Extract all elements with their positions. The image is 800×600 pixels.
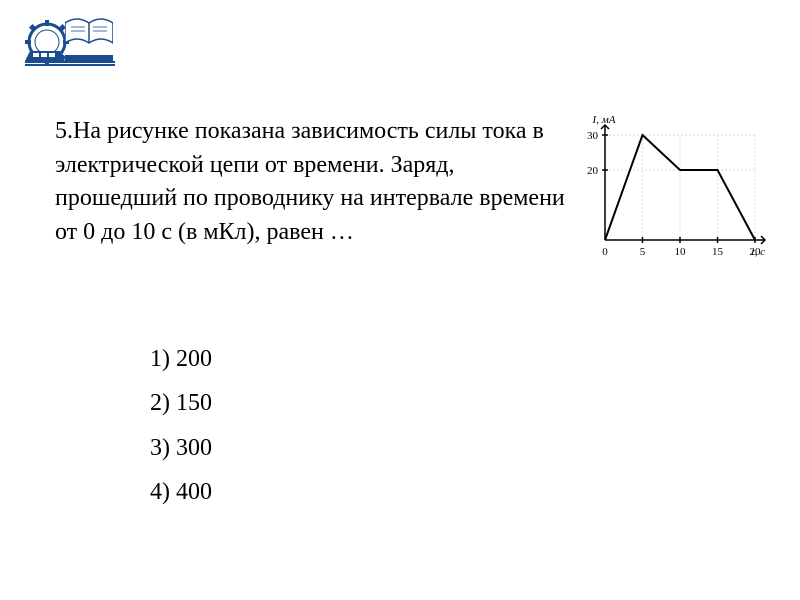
x-tick-10: 10 bbox=[675, 246, 687, 258]
y-tick-30: 30 bbox=[587, 130, 599, 142]
answer-option-3: 3) 300 bbox=[150, 429, 212, 467]
answer-option-1: 1) 200 bbox=[150, 340, 212, 378]
y-axis-label: I, мА bbox=[592, 115, 616, 126]
university-logo bbox=[25, 15, 115, 70]
x-axis-label: t, с bbox=[752, 246, 766, 258]
answer-options: 1) 200 2) 150 3) 300 4) 400 bbox=[150, 340, 212, 518]
question-text: 5.На рисунке показана зависимость силы т… bbox=[55, 115, 565, 249]
y-tick-20: 20 bbox=[587, 165, 599, 177]
x-tick-5: 5 bbox=[640, 246, 646, 258]
current-vs-time-chart: 0 5 10 15 20 20 30 I, мА t, с bbox=[570, 115, 770, 270]
book-icon bbox=[65, 15, 113, 45]
answer-option-4: 4) 400 bbox=[150, 473, 212, 511]
x-tick-15: 15 bbox=[712, 246, 724, 258]
x-tick-0: 0 bbox=[602, 246, 608, 258]
train-icon bbox=[25, 43, 115, 68]
answer-option-2: 2) 150 bbox=[150, 384, 212, 422]
